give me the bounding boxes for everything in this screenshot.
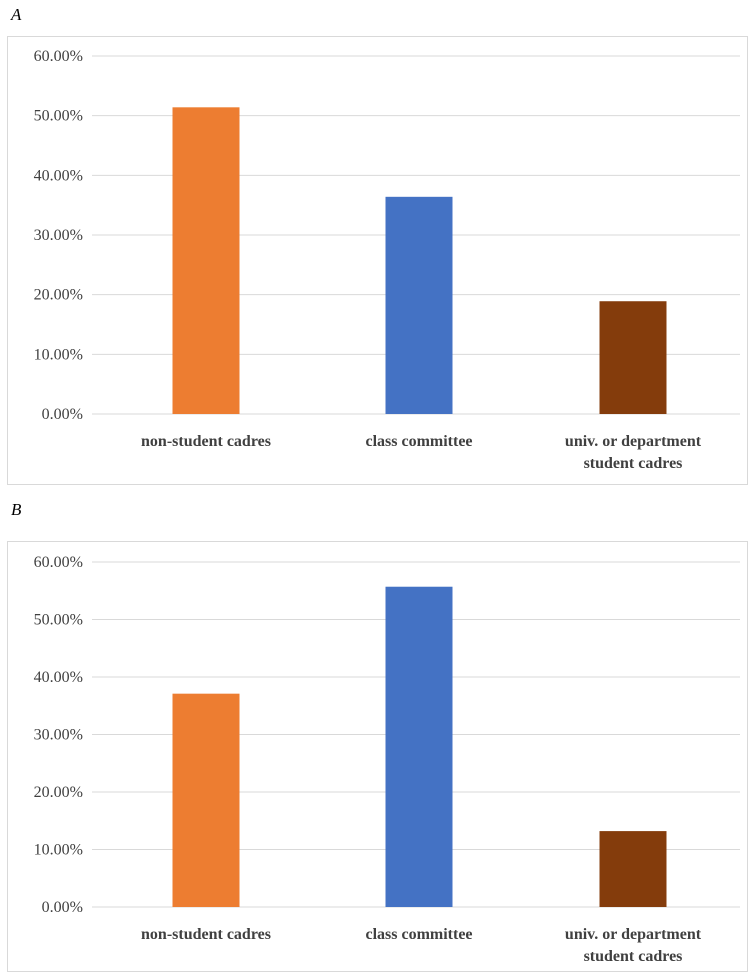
y-tick-label: 60.00% [34, 48, 83, 65]
y-tick-label: 50.00% [34, 108, 83, 125]
y-tick-label: 0.00% [42, 899, 83, 916]
y-tick-label: 40.00% [34, 167, 83, 184]
bar-a-2 [385, 196, 453, 414]
category-label: class committee [365, 433, 472, 450]
y-tick-label: 60.00% [34, 554, 83, 571]
panel-label-b: B [11, 500, 22, 519]
y-tick-label: 0.00% [42, 406, 83, 423]
category-label: student cadres [584, 455, 683, 472]
y-tick-label: 20.00% [34, 784, 83, 801]
category-label: univ. or department [565, 926, 702, 943]
bar-b-3 [599, 831, 667, 907]
bar-a-3 [599, 301, 667, 414]
y-tick-label: 10.00% [34, 842, 83, 859]
bar-b-1 [172, 693, 240, 907]
bar-a-1 [172, 107, 240, 415]
category-label: non-student cadres [141, 433, 271, 450]
category-label: class committee [365, 926, 472, 943]
bar-b-2 [385, 586, 453, 907]
chart-a-plot: 0.00% 10.00% 20.00% 30.00% 40.00% 50.00% 60.00… [34, 48, 740, 472]
y-tick-label: 50.00% [34, 612, 83, 629]
y-tick-label: 30.00% [34, 227, 83, 244]
y-tick-label: 30.00% [34, 727, 83, 744]
chart-b-plot: 0.00% 10.00% 20.00% 30.00% 40.00% 50.00% 60.00… [34, 554, 740, 965]
category-label: student cadres [584, 948, 683, 965]
panel-label-a: A [11, 5, 22, 24]
y-tick-label: 10.00% [34, 346, 83, 363]
category-label: univ. or department [565, 433, 702, 450]
category-label: non-student cadres [141, 926, 271, 943]
y-tick-label: 20.00% [34, 287, 83, 304]
y-tick-label: 40.00% [34, 669, 83, 686]
